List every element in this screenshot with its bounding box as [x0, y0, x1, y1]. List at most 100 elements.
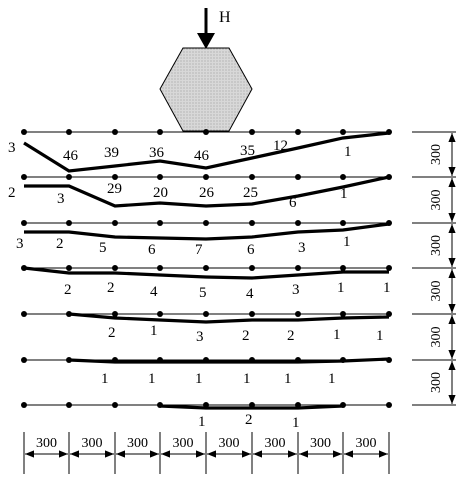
grid-node [386, 265, 392, 271]
dimension-label: 300 [429, 190, 444, 211]
dimension-label: 300 [36, 436, 57, 451]
grid-node [249, 129, 255, 135]
row-label: 1 [198, 414, 206, 430]
row-7-labels: 1 2 1 [198, 412, 300, 431]
grid-node [203, 129, 209, 135]
load-path-row-3 [24, 222, 390, 241]
horizontal-dimensions: 300 300 300 300 300 300 300 300 [23, 432, 390, 474]
grid-node [21, 174, 27, 180]
row-label: 1 [376, 328, 384, 344]
row-label: 3 [298, 240, 306, 256]
load-path-row-1 [23, 131, 390, 173]
row-label: 12 [273, 138, 288, 154]
dimension-label: 300 [429, 144, 444, 165]
row-label: 3 [16, 236, 24, 252]
grid-node [340, 174, 346, 180]
row-label: 2 [56, 236, 64, 252]
row-label: 3 [8, 140, 16, 156]
row-label: 1 [243, 371, 251, 387]
load-paths [23, 131, 390, 410]
row-label: 6 [247, 242, 255, 258]
row-5-labels: 2 1 3 2 2 1 1 [108, 323, 384, 345]
row-label: 3 [57, 191, 65, 207]
grid-node [66, 174, 72, 180]
grid-node [295, 220, 301, 226]
row-label: 2 [287, 328, 295, 344]
row-label: 1 [284, 371, 292, 387]
dimension-label: 300 [127, 436, 148, 451]
node-grid [21, 129, 392, 408]
row-label: 39 [104, 145, 119, 161]
grid-node [112, 265, 118, 271]
grid-node [295, 129, 301, 135]
load-arrow [197, 8, 215, 49]
row-label: 3 [196, 329, 204, 345]
grid-node [66, 129, 72, 135]
grid-node [112, 129, 118, 135]
load-path-row-7 [159, 404, 344, 410]
grid-node [157, 174, 163, 180]
dimension-label: 300 [429, 235, 444, 256]
load-path-row-5 [68, 312, 390, 324]
row-label: 2 [64, 282, 72, 298]
grid-node [112, 174, 118, 180]
dimension-label: 300 [173, 436, 194, 451]
dimension-label: 300 [429, 372, 444, 393]
row-label: 2 [242, 328, 250, 344]
grid-node [203, 265, 209, 271]
grid-node [112, 220, 118, 226]
load-path-row-4 [23, 266, 389, 280]
row-label: 1 [343, 234, 351, 250]
load-path-row-2 [24, 175, 390, 208]
dimension-label: 300 [265, 436, 286, 451]
row-label: 1 [383, 280, 391, 296]
grid-node [340, 265, 346, 271]
row-label: 1 [292, 415, 300, 431]
row-label: 1 [150, 323, 158, 339]
grid-node [386, 402, 392, 408]
grid-node [21, 129, 27, 135]
dimension-label: 300 [356, 436, 377, 451]
row-label: 6 [148, 242, 156, 258]
grid-node [21, 220, 27, 226]
row-label: 1 [101, 371, 109, 387]
grid-node [295, 174, 301, 180]
grid-node [340, 129, 346, 135]
row-label: 2 [8, 185, 16, 201]
dimension-label: 300 [429, 281, 444, 302]
grid-node [157, 220, 163, 226]
grid-node [249, 311, 255, 317]
row-label: 7 [195, 242, 203, 258]
vertical-dimensions: 300 300 300 300 300 300 [412, 131, 456, 406]
row-label: 4 [246, 286, 254, 302]
row-label: 1 [328, 371, 336, 387]
dimension-label: 300 [219, 436, 240, 451]
row-label: 20 [153, 185, 168, 201]
grid-node [340, 311, 346, 317]
row-1-labels: 3 46 39 36 46 35 12 1 [8, 138, 352, 164]
grid-node [112, 402, 118, 408]
row-label: 1 [340, 186, 348, 202]
grid-node [295, 311, 301, 317]
row-6-labels: 1 1 1 1 1 1 [101, 371, 336, 387]
grid-node [157, 311, 163, 317]
row-label: 46 [63, 148, 79, 164]
grid-node [21, 311, 27, 317]
row-label: 2 [108, 325, 116, 341]
grid-node [295, 265, 301, 271]
grid-node [66, 265, 72, 271]
grid-node [249, 265, 255, 271]
row-4-labels: 2 2 4 5 4 3 1 1 [64, 280, 391, 302]
grid-node [203, 174, 209, 180]
row-label: 2 [107, 280, 115, 296]
grid-node [157, 129, 163, 135]
grid-node [157, 265, 163, 271]
row-label: 1 [148, 371, 156, 387]
grid-node [203, 220, 209, 226]
row-label: 1 [337, 280, 345, 296]
row-label: 1 [344, 144, 352, 160]
row-label: 35 [240, 143, 255, 159]
row-label: 1 [333, 327, 341, 343]
hexagon-footing [159, 47, 253, 132]
row-label: 36 [149, 145, 165, 161]
